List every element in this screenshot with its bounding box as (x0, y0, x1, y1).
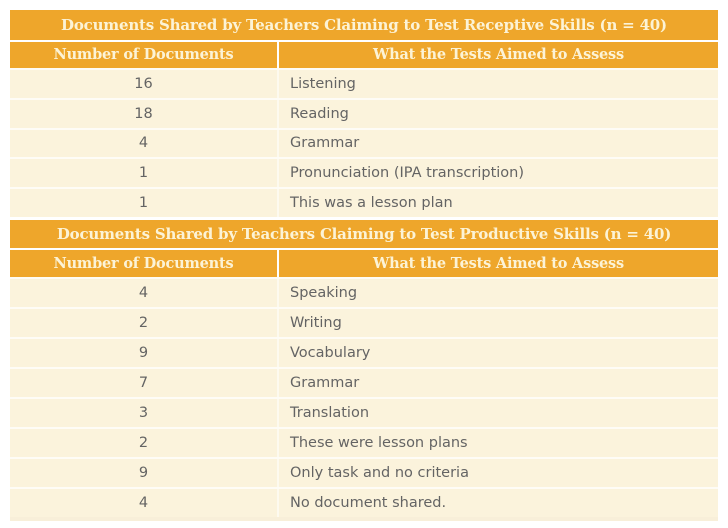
column-header-number-of-documents: Number of Documents (10, 249, 277, 277)
document-count-cell: 4 (138, 494, 149, 511)
table-row: 7 Grammar (10, 366, 718, 397)
table-title-receptive: Documents Shared by Teachers Claiming to… (10, 10, 718, 40)
table-row: 18 Reading (10, 97, 718, 128)
assessment-label-cell: Reading (290, 105, 349, 122)
document-count-cell: 4 (138, 135, 149, 152)
column-header-test-aims: What the Tests Aimed to Assess (279, 249, 718, 277)
assessment-label-cell: Grammar (290, 374, 360, 391)
document-count-cell: 2 (138, 434, 149, 451)
assessment-label-cell: This was a lesson plan (290, 195, 453, 212)
section-gap (10, 216, 718, 220)
table-row: 2 Writing (10, 306, 718, 337)
column-divider (277, 129, 279, 158)
table-header-row: Number of Documents What the Tests Aimed… (10, 249, 718, 277)
column-divider (277, 278, 279, 307)
table-bottom-strip (10, 516, 718, 521)
table-row: 9 Vocabulary (10, 336, 718, 367)
column-divider (277, 338, 279, 367)
column-header-test-aims: What the Tests Aimed to Assess (279, 42, 718, 68)
assessment-label-cell: Vocabulary (290, 344, 371, 361)
column-divider (277, 99, 279, 128)
assessment-label-cell: Listening (290, 75, 356, 92)
column-divider (277, 249, 279, 277)
document-count-cell: 9 (138, 464, 149, 481)
table-row: 4 Grammar (10, 127, 718, 158)
column-divider (277, 428, 279, 457)
document-count-cell: 2 (138, 314, 149, 331)
assessment-label-cell: These were lesson plans (290, 434, 468, 451)
table-row: 9 Only task and no criteria (10, 456, 718, 487)
column-header-number-of-documents: Number of Documents (10, 42, 277, 68)
assessment-label-cell: Writing (290, 314, 342, 331)
table-header-row: Number of Documents What the Tests Aimed… (10, 42, 718, 68)
assessment-label-cell: Grammar (290, 135, 360, 152)
assessment-label-cell: Translation (290, 404, 370, 421)
document-count-cell: 4 (138, 284, 149, 301)
table-row: 4 No document shared. (10, 486, 718, 517)
table-row: 16 Listening (10, 68, 718, 98)
table-row: 1 Pronunciation (IPA transcription) (10, 157, 718, 188)
table-body-receptive: 16 Listening 18 Reading 4 Grammar 1 Pron… (10, 68, 718, 217)
document-count-cell: 1 (138, 195, 149, 212)
table-body-productive: 4 Speaking 2 Writing 9 Vocabulary 7 Gram… (10, 276, 718, 517)
column-divider (277, 488, 279, 517)
document-count-cell: 9 (138, 344, 149, 361)
column-divider (277, 458, 279, 487)
table-row: 4 Speaking (10, 276, 718, 307)
receptive-skills-table: Documents Shared by Teachers Claiming to… (10, 10, 718, 217)
assessment-label-cell: Speaking (290, 284, 358, 301)
column-divider (277, 159, 279, 188)
document-count-cell: 3 (138, 404, 149, 421)
column-divider (277, 368, 279, 397)
column-divider (277, 189, 279, 217)
document-count-cell: 16 (134, 75, 153, 92)
column-divider (277, 398, 279, 427)
document-count-cell: 1 (138, 165, 149, 182)
assessment-label-cell: Only task and no criteria (290, 464, 469, 481)
table-row: 3 Translation (10, 396, 718, 427)
table-row: 1 This was a lesson plan (10, 187, 718, 217)
column-divider (277, 70, 279, 98)
column-divider (277, 308, 279, 337)
assessment-label-cell: No document shared. (290, 494, 447, 511)
document-count-cell: 7 (138, 374, 149, 391)
productive-skills-table: Documents Shared by Teachers Claiming to… (10, 219, 718, 517)
skills-tables: Documents Shared by Teachers Claiming to… (10, 10, 718, 521)
column-divider (277, 42, 279, 68)
table-title-productive: Documents Shared by Teachers Claiming to… (10, 219, 718, 248)
document-count-cell: 18 (134, 105, 153, 122)
table-row: 2 These were lesson plans (10, 426, 718, 457)
assessment-label-cell: Pronunciation (IPA transcription) (290, 165, 524, 182)
